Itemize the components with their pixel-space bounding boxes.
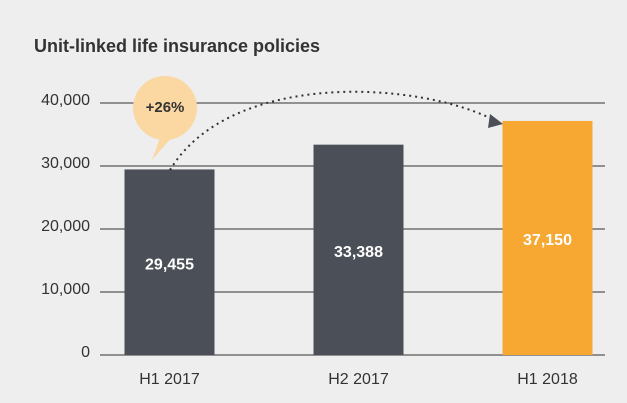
bar (502, 120, 593, 355)
x-tick-label: H2 2017 (328, 371, 389, 388)
chart-title: Unit-linked life insurance policies (34, 36, 320, 56)
bar (313, 144, 404, 355)
bubble (133, 76, 197, 140)
y-tick-label: 40,000 (41, 92, 90, 109)
x-tick-label: H1 2017 (139, 371, 200, 388)
y-tick-label: 10,000 (41, 281, 90, 298)
y-tick-label: 0 (81, 344, 90, 361)
growth-arrow (169, 90, 499, 171)
x-tick-label: H1 2018 (517, 371, 578, 388)
y-tick-label: 20,000 (41, 218, 90, 235)
value-label: 29,455 (145, 256, 194, 273)
value-label: 37,150 (523, 232, 572, 249)
grid: 0 10,000 20,000 30,000 40,000 (41, 92, 605, 361)
arrow-head (488, 114, 503, 128)
value-label: 33,388 (334, 244, 383, 261)
y-tick-label: 30,000 (41, 155, 90, 172)
bars: 29,455 33,388 37,150 (124, 120, 593, 355)
annotation: +26% (146, 99, 185, 116)
bar (124, 169, 215, 355)
bubble-tail (152, 137, 172, 160)
